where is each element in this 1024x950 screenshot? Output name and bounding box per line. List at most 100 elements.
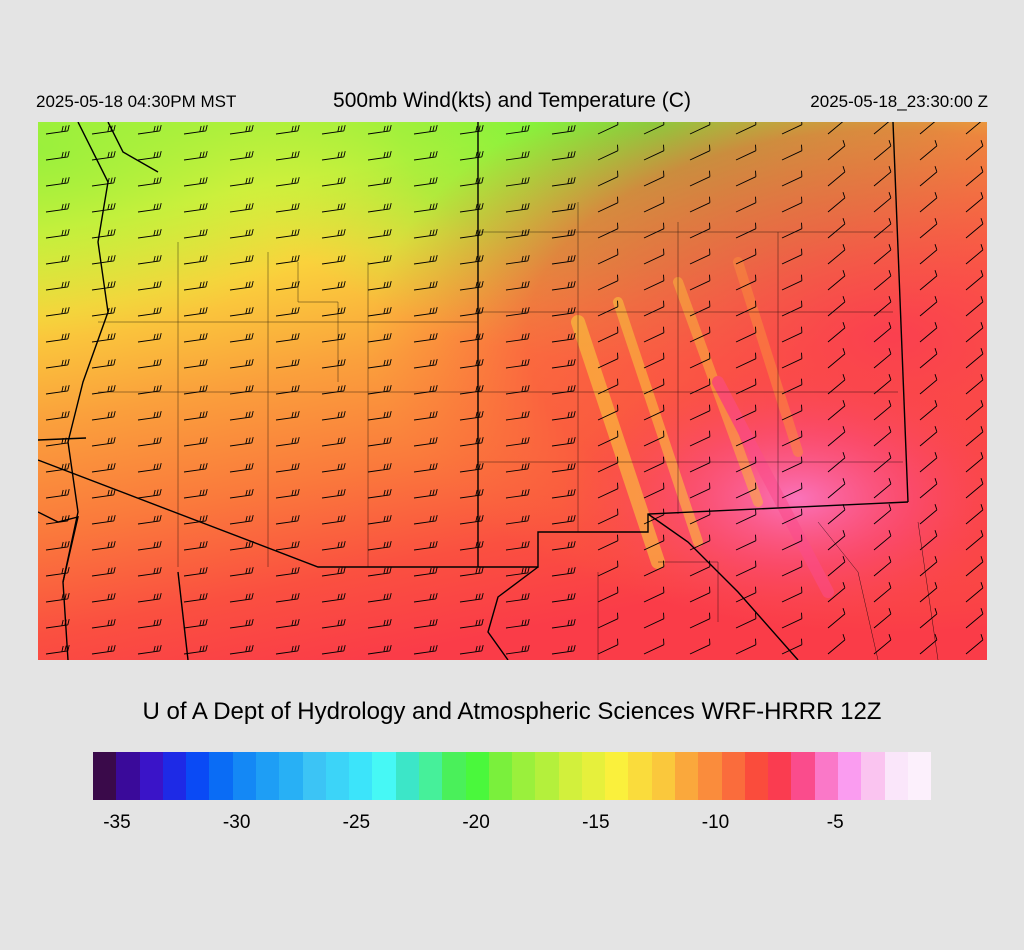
wind-barb — [183, 436, 208, 447]
wind-barb — [689, 482, 711, 499]
colorbar-swatch — [675, 752, 699, 800]
wind-barb — [643, 326, 665, 343]
wind-barb — [367, 280, 392, 291]
wind-barb — [321, 202, 346, 213]
wind-barb — [367, 124, 392, 135]
wind-barb — [321, 540, 346, 551]
wind-barb — [275, 124, 300, 135]
wind-barb — [965, 582, 984, 603]
wind-barb — [183, 202, 208, 213]
colorbar-swatch — [907, 752, 932, 800]
wind-barb — [643, 248, 665, 265]
wind-barb — [919, 122, 936, 135]
wind-barb — [459, 384, 484, 395]
wind-barb — [183, 384, 208, 395]
wind-barb — [551, 592, 576, 603]
wind-barb — [91, 540, 116, 551]
colorbar-swatch — [232, 752, 256, 800]
wind-barb — [781, 586, 803, 603]
wind-barb — [505, 410, 530, 421]
wind-barb — [505, 176, 530, 187]
wind-barb — [413, 280, 438, 291]
wind-barb — [873, 140, 892, 161]
wind-barb — [229, 488, 254, 499]
wind-barb — [137, 384, 162, 395]
wind-barb — [275, 618, 300, 629]
wind-barb — [735, 612, 757, 629]
wind-barb — [413, 228, 438, 239]
wind-barb — [827, 166, 846, 187]
wind-barb — [45, 306, 70, 317]
wind-barb — [919, 634, 938, 655]
wind-barb — [137, 410, 162, 421]
wind-barb — [229, 358, 254, 369]
wind-barb — [551, 618, 576, 629]
wind-barb — [505, 488, 530, 499]
wind-barb — [229, 410, 254, 421]
wind-barb — [45, 280, 70, 291]
wind-barb — [321, 462, 346, 473]
wind-barb — [367, 384, 392, 395]
colorbar-swatch — [349, 752, 373, 800]
colorbar-swatch — [838, 752, 862, 800]
wind-barb — [781, 300, 803, 317]
wind-barb — [367, 358, 392, 369]
wind-barb — [91, 176, 116, 187]
wind-barb — [459, 436, 484, 447]
wind-barb — [781, 482, 803, 499]
colorbar-swatch — [209, 752, 233, 800]
wind-barb — [459, 254, 484, 265]
wind-barb — [413, 618, 438, 629]
wind-barb — [827, 218, 846, 239]
wind-barb — [459, 566, 484, 577]
wind-barb — [781, 352, 803, 369]
colorbar-swatch — [418, 752, 443, 800]
wind-barb — [275, 280, 300, 291]
wind-barb — [321, 618, 346, 629]
wind-barb — [91, 306, 116, 317]
wind-barb — [459, 150, 484, 161]
wind-barb — [597, 170, 619, 187]
colorbar-swatch — [698, 752, 722, 800]
wind-barb — [137, 124, 162, 135]
wind-barb — [735, 378, 757, 395]
wind-barb — [505, 280, 530, 291]
wind-barb — [45, 514, 70, 525]
colorbar-swatch — [651, 752, 676, 800]
wind-barb — [229, 124, 254, 135]
wind-barb — [873, 296, 892, 317]
wind-barb — [689, 404, 711, 421]
wind-barb — [827, 478, 846, 499]
wind-barb — [689, 638, 711, 655]
wind-barb — [459, 280, 484, 291]
colorbar-swatch — [442, 752, 466, 800]
wind-barb — [459, 358, 484, 369]
wind-barb — [275, 592, 300, 603]
wind-barb — [229, 280, 254, 291]
wind-barb — [551, 566, 576, 577]
wind-barb — [367, 410, 392, 421]
wind-barb — [551, 514, 576, 525]
wind-barb — [137, 202, 162, 213]
wind-barb — [597, 248, 619, 265]
wind-barb — [827, 296, 846, 317]
wind-barb — [735, 352, 757, 369]
wind-barb — [965, 478, 984, 499]
wind-barb — [919, 218, 938, 239]
wind-barb — [275, 644, 300, 655]
wind-barb — [229, 228, 254, 239]
wind-barb — [459, 332, 484, 343]
wind-barb — [459, 202, 484, 213]
wind-barb — [91, 384, 116, 395]
wind-barb — [505, 436, 530, 447]
wind-barb — [735, 456, 757, 473]
wind-barb — [781, 248, 803, 265]
wind-barbs — [45, 122, 984, 655]
wind-barb — [229, 332, 254, 343]
wind-barb — [597, 122, 619, 135]
colorbar-swatch — [116, 752, 140, 800]
wind-barb — [91, 124, 116, 135]
wind-barb — [137, 228, 162, 239]
wind-barb — [827, 504, 846, 525]
wind-barb — [229, 150, 254, 161]
